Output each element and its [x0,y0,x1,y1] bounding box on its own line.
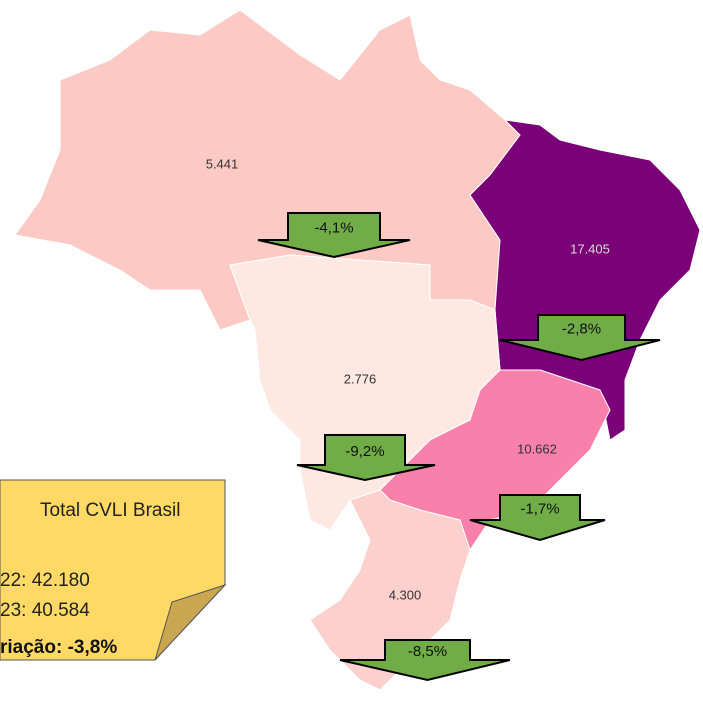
change-label: -2,8% [562,320,601,337]
change-label: -1,7% [520,500,559,517]
note-fold [154,583,227,661]
change-arrow [469,494,606,542]
note-line: 22: 42.180 [0,570,90,591]
region-value: 10.662 [517,441,557,456]
region-value: 17.405 [570,241,610,256]
region-value: 4.300 [389,587,422,602]
change-label: -4,1% [314,219,353,236]
change-label: -9,2% [345,443,384,460]
note-variation: riação: -3,8% [0,637,117,658]
region [469,119,701,441]
region-value: 2.776 [344,371,377,386]
note-line: 23: 40.584 [0,600,90,621]
change-arrow [339,639,511,682]
change-arrow [296,434,436,482]
note-title: Total CVLI Brasil [40,500,180,521]
change-arrow [499,314,661,362]
region-value: 5.441 [206,156,239,171]
change-label: -8,5% [408,643,447,660]
change-arrow [257,212,411,259]
